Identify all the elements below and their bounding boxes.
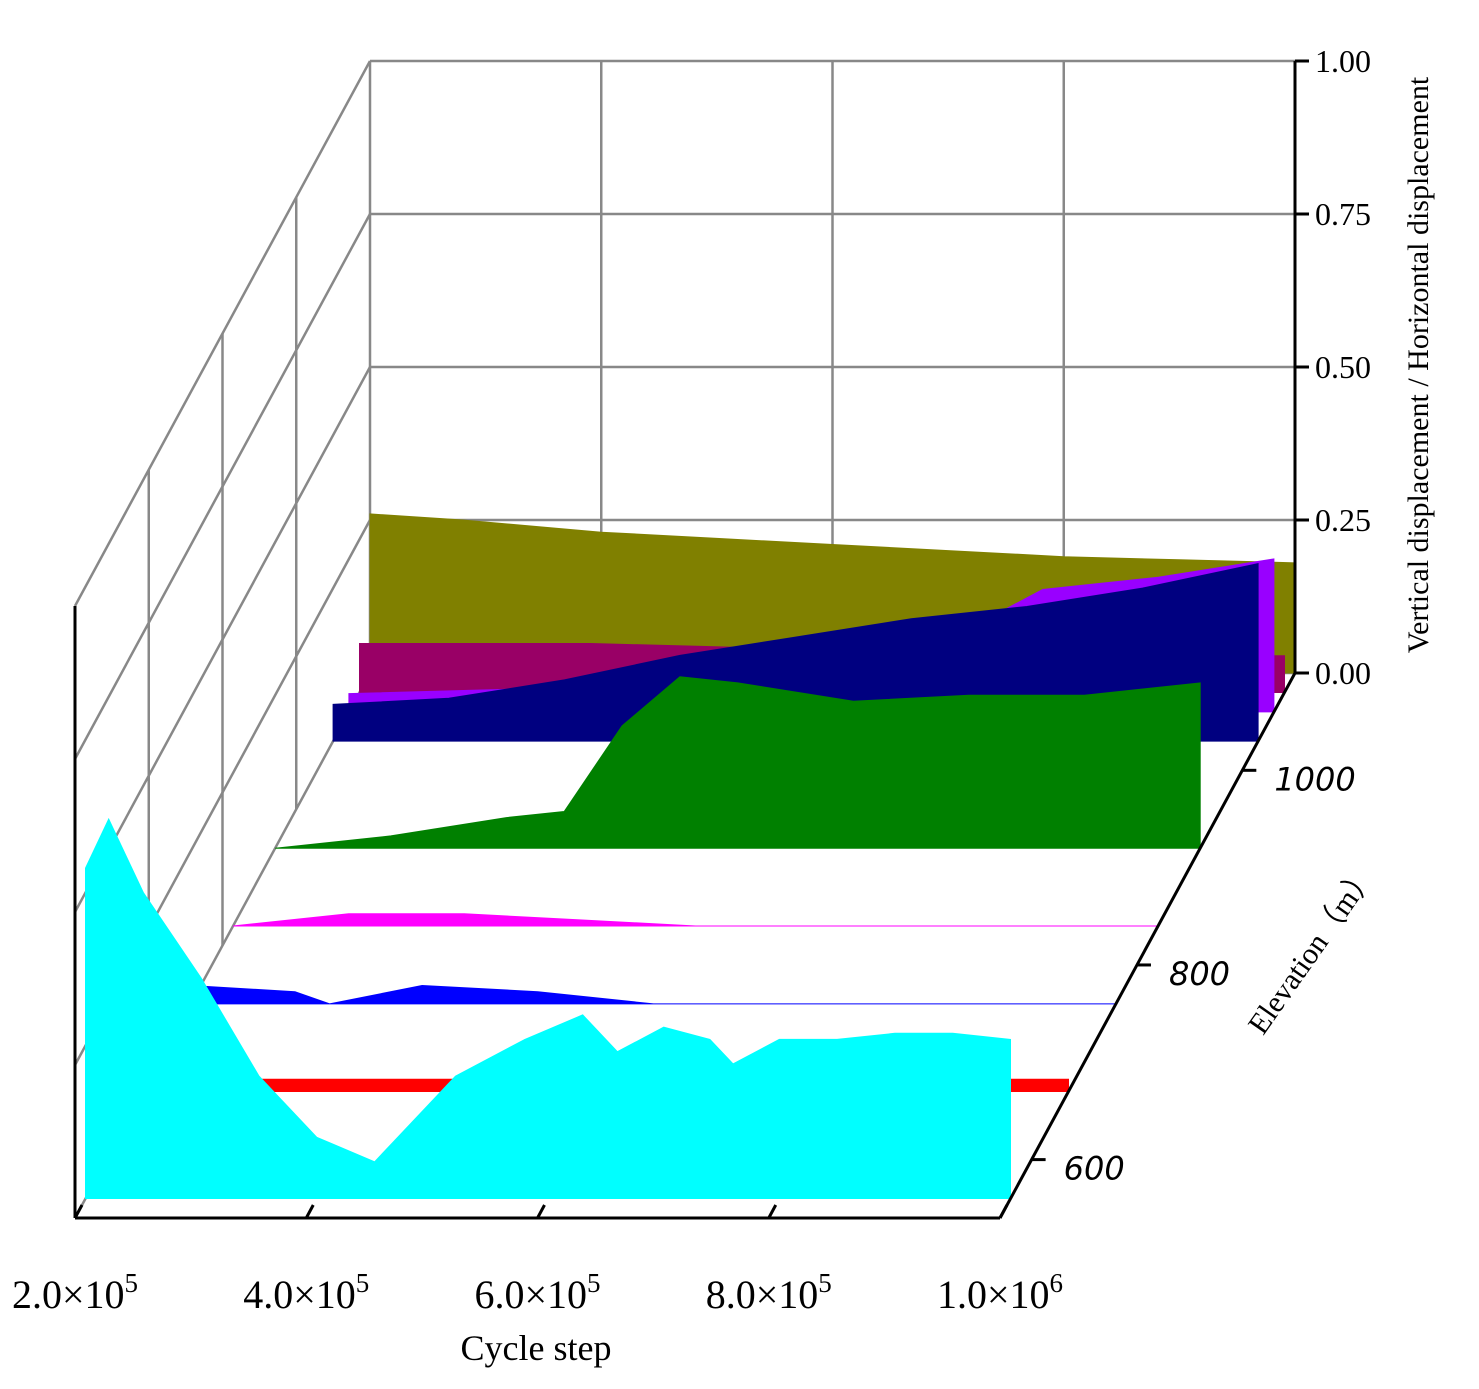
elevation-tick-label: 1000 [1274,760,1355,798]
x-tick-mark [304,1204,315,1219]
x-tick-label: 2.0×105 [12,1268,138,1317]
x-tick-mark [73,1204,84,1219]
x-axis-title: Cycle step [461,1328,612,1368]
elevation-tick-label: 800 [1169,955,1230,993]
series-ribbon [232,913,1158,927]
y-tick-label: 1.00 [1315,43,1371,79]
x-tick-label: 4.0×105 [243,1268,369,1317]
ribbons-layer [85,513,1296,1199]
x-tick-mark [998,1204,1009,1219]
ticks-layer: 2.0×105 4.0×105 6.0×105 8.0×105 1.0×106 0.00 0… [12,43,1371,1317]
y-tick-label: 0.50 [1315,349,1371,385]
series-ribbon [275,676,1201,849]
y-tick-label: 0.75 [1315,196,1371,232]
elevation-tick-label: 600 [1064,1150,1125,1188]
x-tick-mark [767,1204,778,1219]
x-tick-label: 6.0×105 [474,1268,600,1317]
elevation-axis-line [998,672,1297,1219]
series-ribbon [190,984,1116,1005]
series-ribbon [85,817,1011,1199]
x-tick-mark [536,1204,546,1219]
elevation-axis-title: Elevation（m） [1242,859,1383,1040]
y-tick-label: 0.25 [1315,502,1371,538]
y-axis-title: Vertical displacement / Horizontal displ… [1402,76,1435,653]
x-tick-label: 8.0×105 [706,1268,832,1317]
x-tick-label: 1.0×106 [937,1268,1063,1317]
y-tick-label: 0.00 [1315,655,1371,691]
